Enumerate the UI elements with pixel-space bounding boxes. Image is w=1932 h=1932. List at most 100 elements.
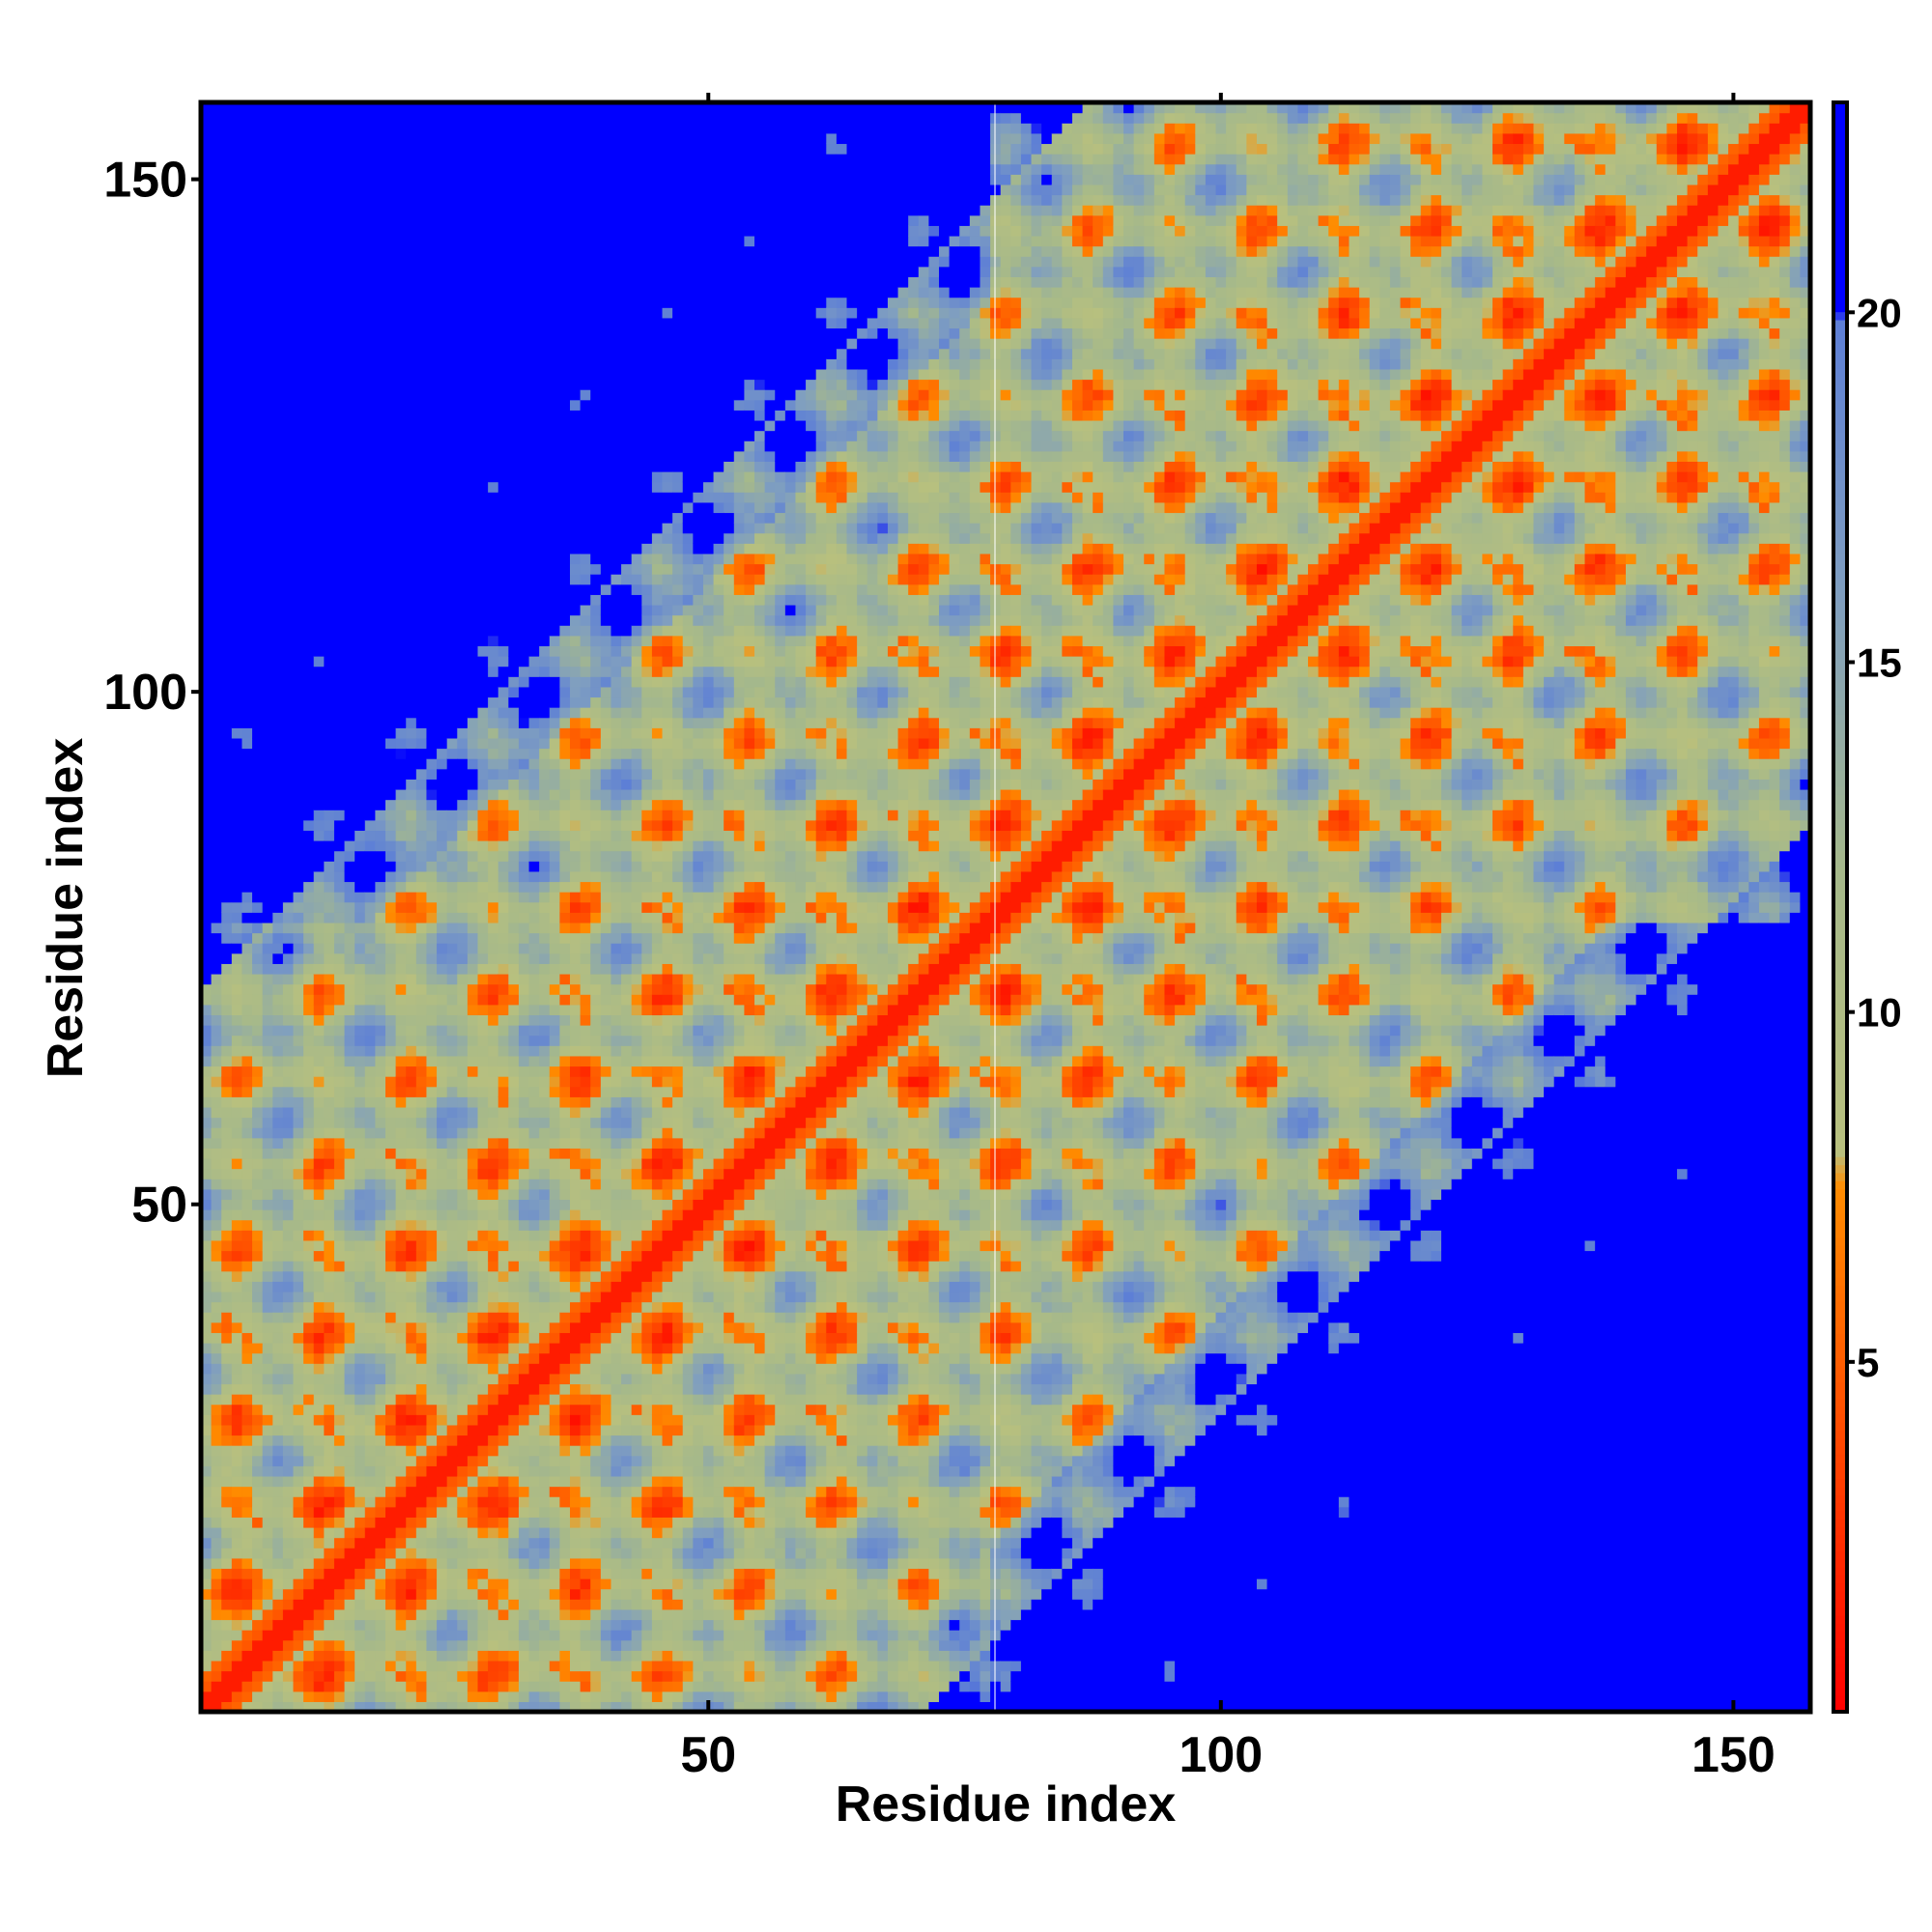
heatmap-cell [375, 471, 385, 482]
heatmap-cell [488, 1589, 498, 1600]
heatmap-cell [488, 1394, 498, 1405]
heatmap-cell [437, 1332, 447, 1343]
heatmap-cell [303, 974, 314, 984]
heatmap-cell [221, 636, 232, 646]
heatmap-cell [283, 123, 294, 133]
heatmap-cell [294, 1292, 304, 1302]
heatmap-cell [314, 830, 325, 840]
heatmap-cell [324, 298, 334, 308]
heatmap-cell [508, 1189, 519, 1200]
heatmap-cell [519, 912, 529, 923]
heatmap-cell [437, 1456, 447, 1466]
heatmap-cell [416, 236, 427, 246]
heatmap-cell [221, 369, 232, 380]
heatmap-cell [457, 718, 468, 728]
heatmap-cell [272, 1456, 283, 1466]
heatmap-cell [519, 1005, 529, 1015]
heatmap-cell [272, 195, 283, 206]
heatmap-cell [263, 1353, 273, 1364]
heatmap-cell [252, 707, 263, 718]
heatmap-cell [447, 1456, 458, 1466]
heatmap-cell [294, 543, 304, 554]
heatmap-cell [263, 1507, 273, 1518]
heatmap-cell [283, 1220, 294, 1231]
heatmap-cell [232, 830, 242, 840]
heatmap-cell [242, 840, 252, 851]
heatmap-cell [334, 943, 345, 953]
heatmap-cell [519, 953, 529, 964]
heatmap-cell [294, 1425, 304, 1435]
heatmap-cell [212, 1148, 222, 1158]
heatmap-cell [396, 533, 407, 544]
heatmap-cell [437, 1271, 447, 1282]
heatmap-cell [488, 1538, 498, 1548]
heatmap-cell [232, 1240, 242, 1251]
heatmap-cell [303, 1005, 314, 1015]
heatmap-cell [303, 1179, 314, 1189]
heatmap-cell [437, 1640, 447, 1651]
heatmap-cell [498, 543, 509, 554]
heatmap-cell [365, 287, 376, 298]
heatmap-cell [385, 974, 396, 984]
heatmap-cell [447, 1005, 458, 1015]
heatmap-cell [478, 1414, 489, 1425]
heatmap-cell [385, 1096, 396, 1107]
heatmap-cell [478, 461, 489, 471]
heatmap-cell [416, 431, 427, 441]
heatmap-cell [396, 605, 407, 615]
heatmap-cell [365, 225, 376, 236]
heatmap-cell [283, 246, 294, 257]
heatmap-cell [457, 1292, 468, 1302]
heatmap-cell [426, 358, 437, 369]
heatmap-cell [488, 1568, 498, 1578]
heatmap-cell [416, 123, 427, 133]
heatmap-cell [385, 1138, 396, 1149]
heatmap-cell [303, 769, 314, 780]
heatmap-cell [447, 1414, 458, 1425]
heatmap-cell [221, 1599, 232, 1609]
heatmap-cell [314, 984, 325, 995]
heatmap-cell [498, 164, 509, 175]
heatmap-cell [252, 1548, 263, 1558]
heatmap-cell [468, 892, 478, 902]
heatmap-cell [334, 410, 345, 420]
heatmap-cell [324, 287, 334, 298]
heatmap-cell [426, 974, 437, 984]
heatmap-cell [468, 461, 478, 471]
heatmap-cell [396, 923, 407, 933]
heatmap-cell [334, 1620, 345, 1631]
heatmap-cell [303, 738, 314, 749]
heatmap-cell [283, 113, 294, 124]
heatmap-cell [488, 543, 498, 554]
heatmap-cell [447, 523, 458, 533]
heatmap-cell [416, 1394, 427, 1405]
heatmap-cell [519, 1578, 529, 1589]
heatmap-cell [212, 440, 222, 451]
heatmap-cell [345, 338, 355, 349]
heatmap-cell [263, 1517, 273, 1527]
heatmap-cell [457, 1322, 468, 1333]
heatmap-cell [519, 696, 529, 707]
heatmap-cell [468, 1281, 478, 1292]
heatmap-cell [283, 984, 294, 995]
heatmap-cell [324, 902, 334, 913]
heatmap-cell [263, 1383, 273, 1394]
heatmap-cell [303, 1250, 314, 1261]
heatmap-cell [365, 912, 376, 923]
heatmap-cell [263, 758, 273, 769]
heatmap-cell [396, 1383, 407, 1394]
heatmap-cell [252, 984, 263, 995]
heatmap-cell [508, 420, 519, 431]
heatmap-cell [488, 461, 498, 471]
heatmap-cell [252, 727, 263, 738]
heatmap-cell [385, 195, 396, 206]
heatmap-cell [457, 195, 468, 206]
heatmap-cell [232, 1599, 242, 1609]
heatmap-cell [365, 861, 376, 871]
heatmap-cell [519, 400, 529, 411]
heatmap-cell [294, 912, 304, 923]
heatmap-cell [345, 718, 355, 728]
heatmap-cell [519, 1476, 529, 1487]
heatmap-cell [416, 984, 427, 995]
heatmap-cell [468, 327, 478, 338]
